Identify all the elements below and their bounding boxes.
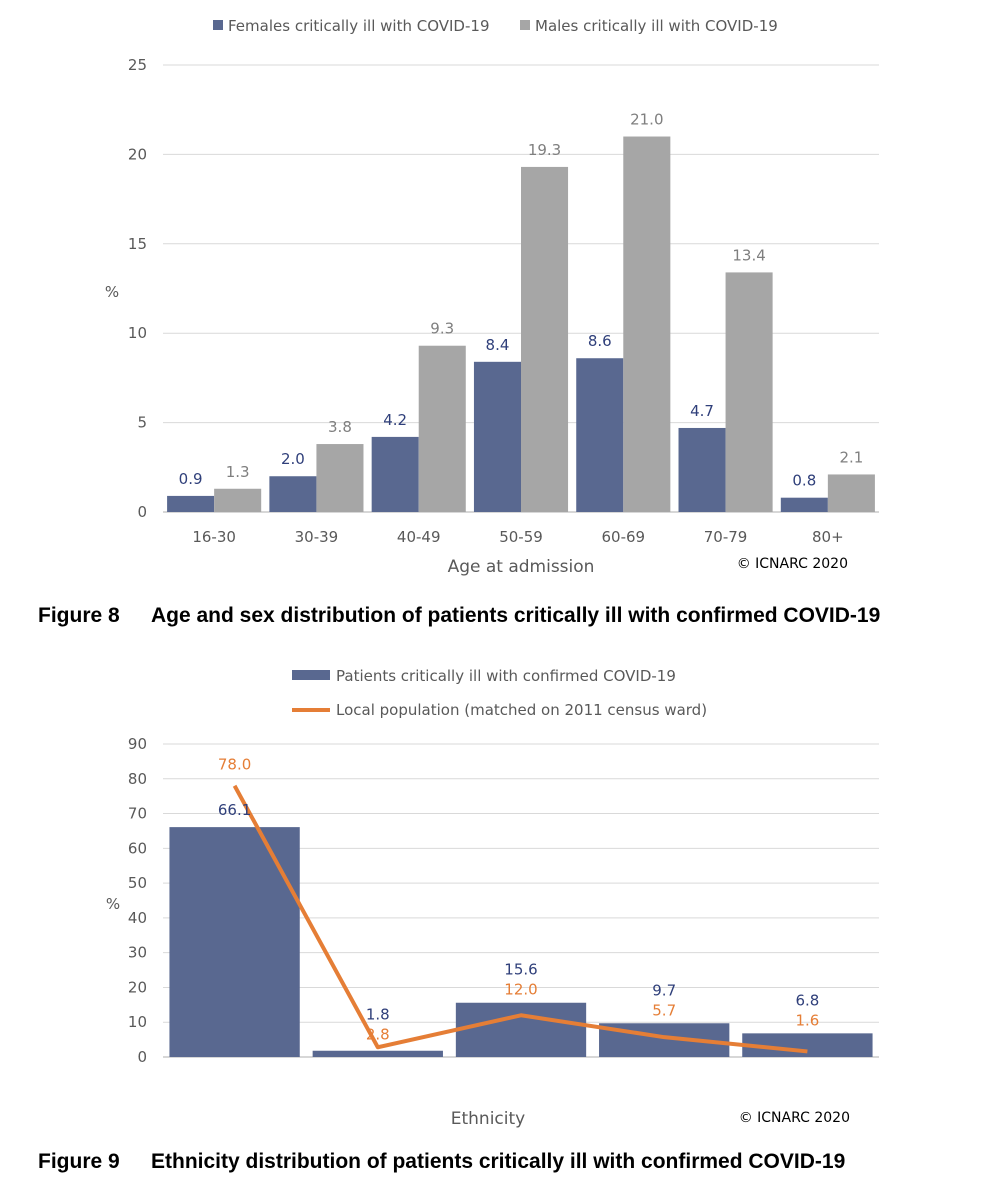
bar	[371, 436, 419, 512]
y-axis-label: %	[105, 283, 119, 301]
bar	[780, 497, 828, 512]
bar	[576, 358, 624, 512]
data-label: 2.8	[366, 1025, 390, 1043]
bar	[214, 488, 262, 512]
bar	[742, 1033, 873, 1057]
figure-9-title: Ethnicity distribution of patients criti…	[151, 1150, 846, 1173]
y-tick-label: 25	[128, 56, 147, 74]
y-tick-label: 30	[128, 944, 147, 962]
data-label: 13.4	[732, 246, 765, 264]
bar	[725, 272, 773, 512]
bar	[473, 361, 521, 512]
y-tick-label: 15	[128, 235, 147, 253]
bar	[269, 476, 317, 512]
bar	[169, 827, 300, 1057]
data-label: 3.8	[328, 418, 352, 436]
data-label: 12.0	[504, 981, 537, 999]
y-tick-label: 5	[137, 414, 147, 432]
y-tick-label: 80	[128, 770, 147, 788]
x-tick-label: 50-59	[499, 528, 543, 546]
bar	[312, 1050, 443, 1057]
y-tick-label: 0	[137, 1048, 147, 1066]
x-tick-label: 16-30	[192, 528, 236, 546]
bar	[623, 136, 671, 512]
y-tick-label: 40	[128, 909, 147, 927]
bar	[827, 474, 875, 512]
y-axis-label: %	[106, 895, 120, 913]
data-label: 21.0	[630, 111, 663, 129]
data-label: 9.3	[430, 320, 454, 338]
y-tick-label: 20	[128, 978, 147, 996]
y-tick-label: 50	[128, 874, 147, 892]
data-label: 1.3	[226, 463, 250, 481]
x-tick-label: 80+	[812, 528, 844, 546]
data-label: 0.9	[179, 470, 203, 488]
data-label: 2.1	[839, 448, 863, 466]
data-label: 1.6	[795, 1011, 819, 1029]
data-label: 0.8	[792, 472, 816, 490]
bar	[678, 427, 726, 512]
figure-9-caption: Figure 9 Ethnicity distribution of patien…	[38, 1150, 845, 1174]
age-sex-chart: Females critically ill with COVID-19 Male…	[105, 17, 879, 577]
y-tick-label: 20	[128, 145, 147, 163]
bar	[521, 166, 569, 512]
line-series	[232, 784, 808, 1054]
copyright-note: © ICNARC 2020	[737, 556, 848, 572]
ethnicity-chart: Patients critically ill with confirmed C…	[106, 667, 879, 1129]
figure-8-caption: Figure 8 Age and sex distribution of pati…	[38, 604, 880, 628]
data-label: 4.7	[690, 402, 714, 420]
figure-8-title: Age and sex distribution of patients cri…	[151, 604, 881, 627]
x-axis-label: Age at admission	[448, 557, 595, 577]
data-label: 8.4	[486, 336, 510, 354]
y-tick-label: 0	[137, 503, 147, 521]
legend-swatch	[213, 20, 223, 30]
data-label: 8.6	[588, 332, 612, 350]
y-tick-label: 90	[128, 735, 147, 753]
legend-label: Males critically ill with COVID-19	[535, 17, 778, 35]
bar	[167, 495, 215, 512]
data-label: 6.8	[795, 991, 819, 1009]
legend-label: Females critically ill with COVID-19	[228, 17, 489, 35]
copyright-note: © ICNARC 2020	[739, 1110, 850, 1126]
data-label: 15.6	[504, 961, 537, 979]
x-axis-label: Ethnicity	[451, 1109, 525, 1129]
bar	[418, 345, 466, 512]
y-tick-label: 10	[128, 324, 147, 342]
data-label: 5.7	[652, 1001, 676, 1019]
data-label: 2.0	[281, 450, 305, 468]
figure-8-number: Figure 8	[38, 604, 120, 627]
x-tick-label: 60-69	[601, 528, 645, 546]
bar	[316, 444, 364, 512]
x-tick-label: 40-49	[397, 528, 441, 546]
legend-label: Patients critically ill with confirmed C…	[336, 667, 676, 685]
x-tick-label: 70-79	[704, 528, 748, 546]
y-tick-label: 60	[128, 839, 147, 857]
data-label: 9.7	[652, 981, 676, 999]
x-tick-label: 30-39	[295, 528, 339, 546]
legend-label: Local population (matched on 2011 census…	[336, 701, 707, 719]
data-label: 78.0	[218, 756, 251, 774]
legend-swatch	[520, 20, 530, 30]
y-tick-label: 70	[128, 805, 147, 823]
figure-9-number: Figure 9	[38, 1150, 120, 1173]
legend-swatch	[292, 670, 330, 680]
data-label: 19.3	[528, 141, 561, 159]
data-label: 1.8	[366, 1005, 390, 1023]
data-label: 66.1	[218, 801, 251, 819]
bar	[455, 1002, 587, 1057]
data-label: 4.2	[383, 411, 407, 429]
y-tick-label: 10	[128, 1013, 147, 1031]
